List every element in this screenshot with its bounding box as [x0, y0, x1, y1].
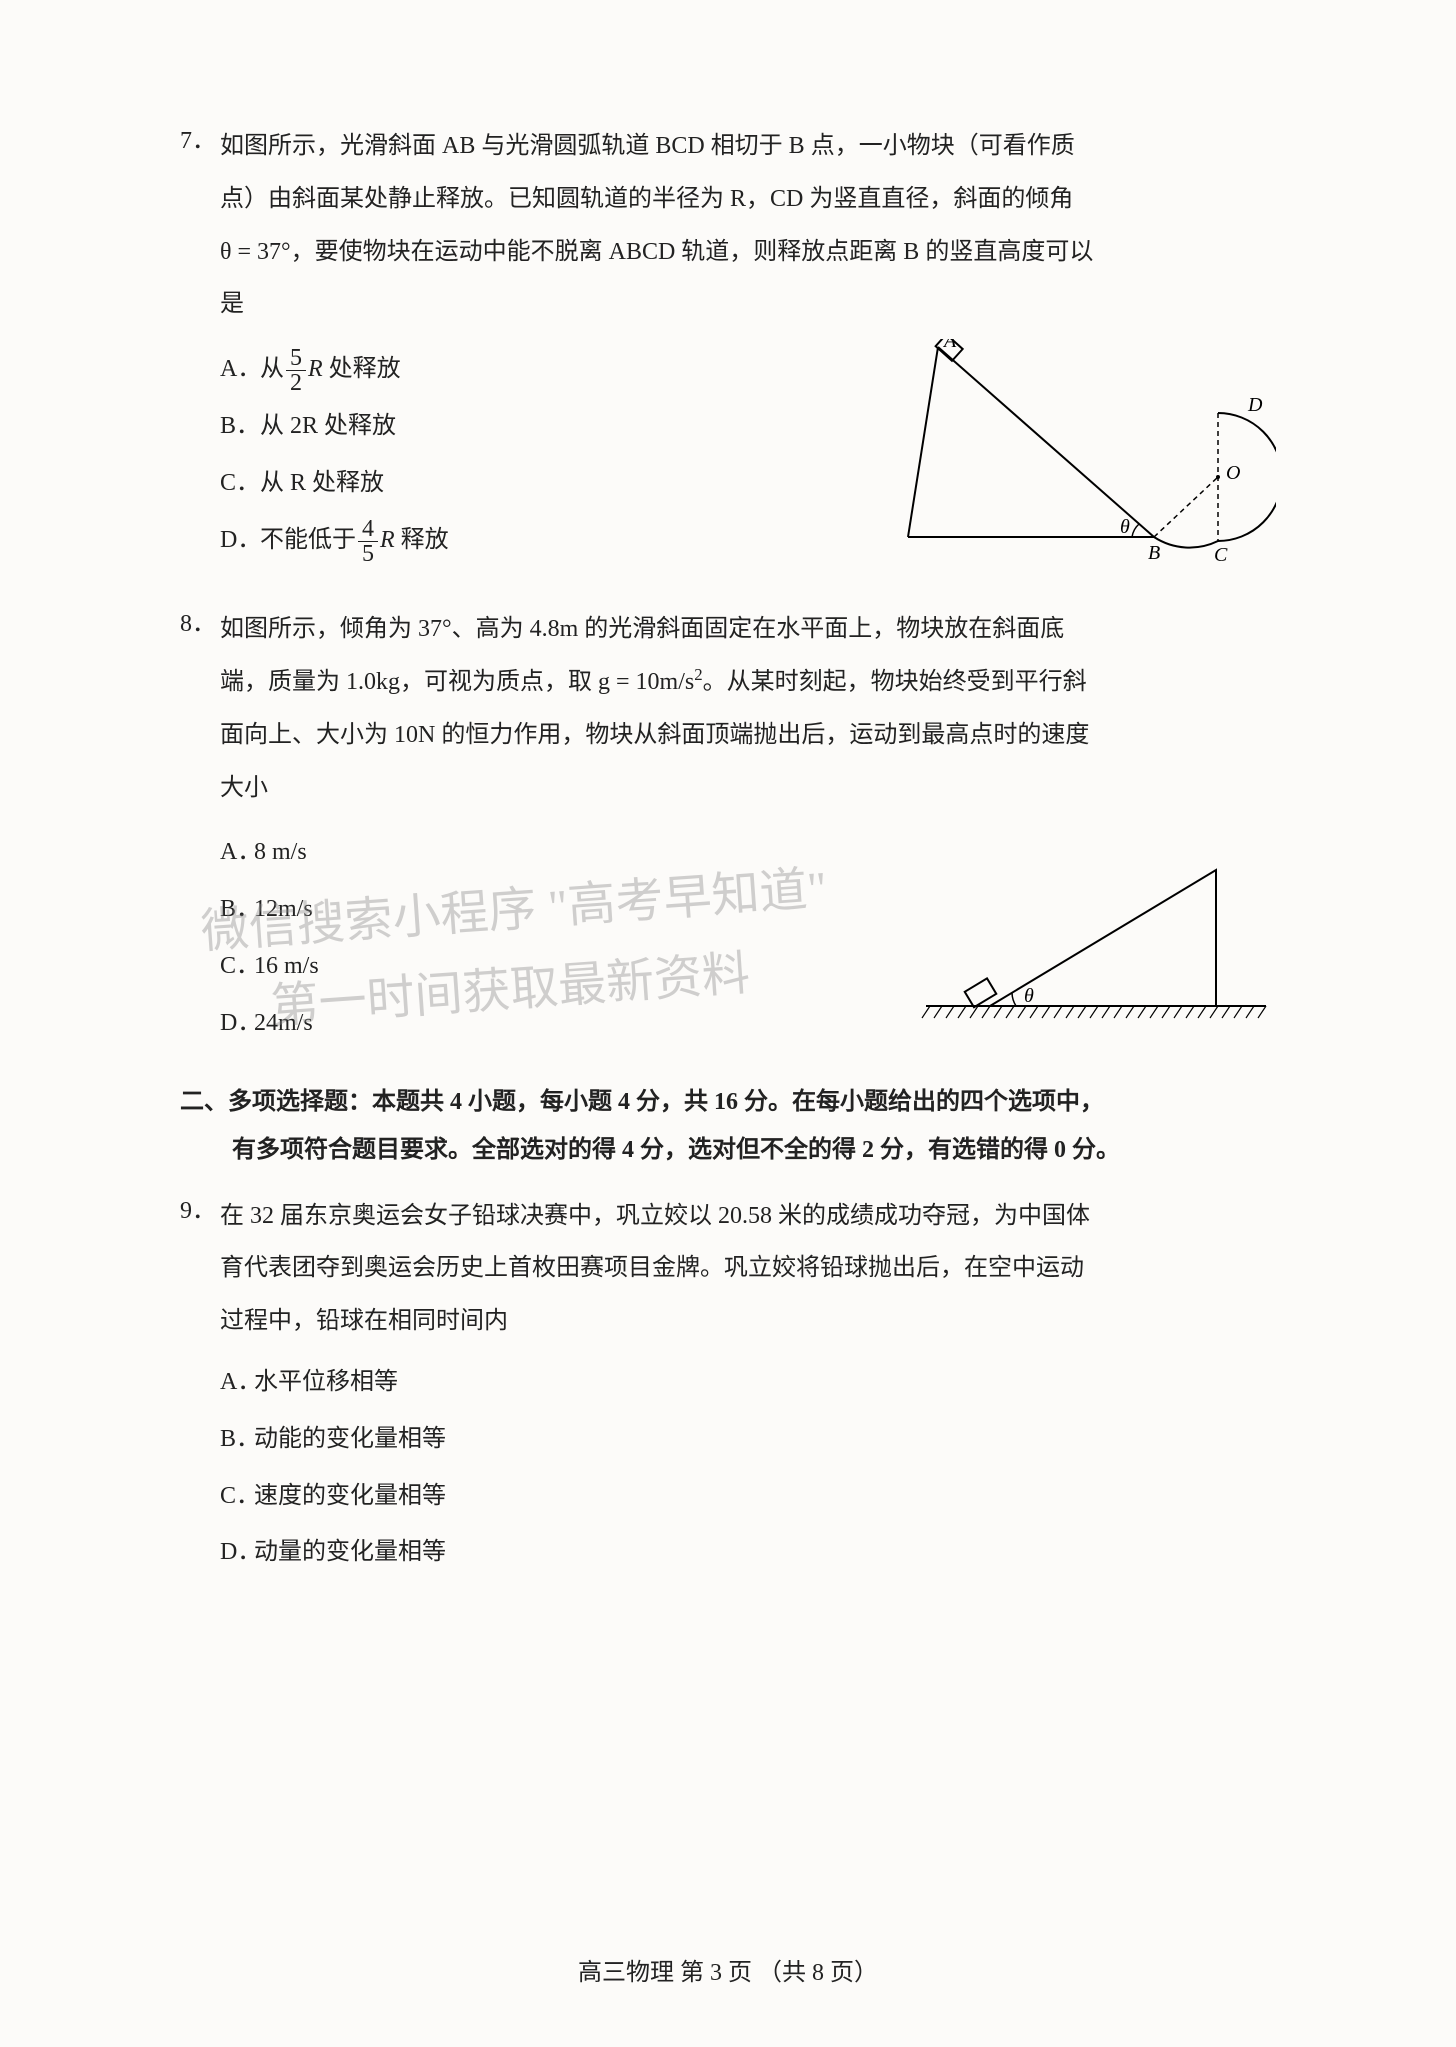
q9-option-c: C．速度的变化量相等	[220, 1470, 1276, 1523]
q8-stem-l2b: 。从某时刻起，物块始终受到平行斜	[703, 669, 1087, 695]
q7-stem-l4: 是	[220, 291, 244, 317]
q8-option-b: B．12m/s	[220, 883, 916, 936]
superscript-2: 2	[694, 665, 702, 684]
q8-b-text: 12m/s	[254, 896, 313, 922]
q8-number: 8．	[180, 603, 220, 1053]
q7-a-prefix: 从	[260, 356, 284, 382]
q8-options: A．8 m/s B．12m/s C．16 m/s D．24m/s	[220, 822, 916, 1053]
incline-circle-diagram-icon: θ A B	[896, 339, 1276, 579]
q7-body: 如图所示，光滑斜面 AB 与光滑圆弧轨道 BCD 相切于 B 点，一小物块（可看…	[220, 120, 1276, 579]
q8-stem-l3: 面向上、大小为 10N 的恒力作用，物块从斜面顶端抛出后，运动到最高点时的速度	[220, 722, 1089, 748]
svg-text:θ: θ	[1024, 985, 1034, 1007]
q7-stem-l2: 点）由斜面某处静止释放。已知圆轨道的半径为 R，CD 为竖直直径，斜面的倾角	[220, 186, 1073, 212]
svg-text:O: O	[1226, 462, 1240, 484]
option-label: C．	[220, 940, 254, 993]
frac-den: 2	[286, 371, 306, 395]
q8-option-a: A．8 m/s	[220, 826, 916, 879]
q7-option-d: D． 不能低于45R 释放	[220, 514, 896, 567]
q9-c-text: 速度的变化量相等	[254, 1483, 446, 1509]
q8-stem-l1: 如图所示，倾角为 37°、高为 4.8m 的光滑斜面固定在水平面上，物块放在斜面…	[220, 616, 1064, 642]
q9-option-a: A．水平位移相等	[220, 1356, 1276, 1409]
section2-line1: 二、多项选择题：本题共 4 小题，每小题 4 分，共 16 分。在每小题给出的四…	[180, 1089, 1104, 1115]
section-2-header: 二、多项选择题：本题共 4 小题，每小题 4 分，共 16 分。在每小题给出的四…	[180, 1078, 1276, 1174]
q8-a-text: 8 m/s	[254, 839, 307, 865]
q9-option-d: D．动量的变化量相等	[220, 1526, 1276, 1579]
question-7: 7． 如图所示，光滑斜面 AB 与光滑圆弧轨道 BCD 相切于 B 点，一小物块…	[180, 120, 1276, 579]
q9-b-text: 动能的变化量相等	[254, 1426, 446, 1452]
option-label: B．	[220, 1413, 254, 1466]
frac-den: 5	[358, 542, 378, 566]
q9-stem-l1: 在 32 届东京奥运会女子铅球决赛中，巩立姣以 20.58 米的成绩成功夺冠，为…	[220, 1203, 1090, 1229]
q9-options: A．水平位移相等 B．动能的变化量相等 C．速度的变化量相等 D．动量的变化量相…	[220, 1356, 1276, 1579]
q9-stem: 在 32 届东京奥运会女子铅球决赛中，巩立姣以 20.58 米的成绩成功夺冠，为…	[220, 1190, 1276, 1348]
option-label: B．	[220, 400, 254, 453]
option-label: C．	[220, 1470, 254, 1523]
q9-body: 在 32 届东京奥运会女子铅球决赛中，巩立姣以 20.58 米的成绩成功夺冠，为…	[220, 1190, 1276, 1584]
page-footer: 高三物理 第 3 页 （共 8 页）	[0, 1952, 1456, 1987]
option-label: D．	[220, 997, 254, 1050]
q7-stem: 如图所示，光滑斜面 AB 与光滑圆弧轨道 BCD 相切于 B 点，一小物块（可看…	[220, 120, 1276, 331]
q7-b-text: 从 2R 处释放	[260, 413, 396, 439]
q9-stem-l2: 育代表团夺到奥运会历史上首枚田赛项目金牌。巩立姣将铅球抛出后，在空中运动	[220, 1255, 1084, 1281]
option-label: D．	[220, 514, 254, 567]
option-label: B．	[220, 883, 254, 936]
question-8: 8． 如图所示，倾角为 37°、高为 4.8m 的光滑斜面固定在水平面上，物块放…	[180, 603, 1276, 1053]
q8-c-text: 16 m/s	[254, 953, 319, 979]
q7-d-suffix-tail: 释放	[401, 527, 449, 553]
q8-d-text: 24m/s	[254, 1010, 313, 1036]
q8-figure: θ	[916, 822, 1276, 1053]
svg-text:A: A	[942, 339, 957, 352]
q7-d-prefix: 不能低于	[260, 527, 356, 553]
fraction-icon: 52	[286, 346, 306, 395]
option-label: A．	[220, 1356, 254, 1409]
q9-a-text: 水平位移相等	[254, 1369, 398, 1395]
q8-option-c: C．16 m/s	[220, 940, 916, 993]
q8-opts-fig-row: A．8 m/s B．12m/s C．16 m/s D．24m/s	[220, 822, 1276, 1053]
q7-c-text: 从 R 处释放	[260, 470, 384, 496]
q7-option-a: A． 从52R 处释放	[220, 343, 896, 396]
q7-stem-l1: 如图所示，光滑斜面 AB 与光滑圆弧轨道 BCD 相切于 B 点，一小物块（可看…	[220, 133, 1075, 159]
svg-text:C: C	[1214, 544, 1228, 566]
frac-num: 5	[286, 346, 306, 371]
q7-number: 7．	[180, 120, 220, 579]
q8-body: 如图所示，倾角为 37°、高为 4.8m 的光滑斜面固定在水平面上，物块放在斜面…	[220, 603, 1276, 1053]
q9-stem-l3: 过程中，铅球在相同时间内	[220, 1308, 508, 1334]
question-9: 9． 在 32 届东京奥运会女子铅球决赛中，巩立姣以 20.58 米的成绩成功夺…	[180, 1190, 1276, 1584]
q9-number: 9．	[180, 1190, 220, 1584]
q8-stem-l2a: 端，质量为 1.0kg，可视为质点，取 g = 10m/s	[220, 669, 694, 695]
q7-figure: θ A B	[896, 339, 1276, 579]
page: 7． 如图所示，光滑斜面 AB 与光滑圆弧轨道 BCD 相切于 B 点，一小物块…	[0, 0, 1456, 2047]
option-label: A．	[220, 343, 254, 396]
svg-text:θ: θ	[1120, 516, 1130, 538]
option-label: A．	[220, 826, 254, 879]
q7-options: A． 从52R 处释放 B． 从 2R 处释放 C． 从 R 处释放 D． 不能…	[220, 339, 896, 579]
q7-opts-fig-row: A． 从52R 处释放 B． 从 2R 处释放 C． 从 R 处释放 D． 不能…	[220, 339, 1276, 579]
section2-line2: 有多项符合题目要求。全部选对的得 4 分，选对但不全的得 2 分，有选错的得 0…	[180, 1126, 1276, 1174]
q9-option-b: B．动能的变化量相等	[220, 1413, 1276, 1466]
q8-option-d: D．24m/s	[220, 997, 916, 1050]
q9-d-text: 动量的变化量相等	[254, 1539, 446, 1565]
q7-a-suffix-tail: 处释放	[329, 356, 401, 382]
svg-text:D: D	[1247, 394, 1263, 416]
q8-stem-l4: 大小	[220, 775, 268, 801]
incline-on-ground-diagram-icon: θ	[916, 848, 1276, 1028]
fraction-icon: 45	[358, 517, 378, 566]
q7-option-c: C． 从 R 处释放	[220, 457, 896, 510]
q8-stem: 如图所示，倾角为 37°、高为 4.8m 的光滑斜面固定在水平面上，物块放在斜面…	[220, 603, 1276, 814]
option-label: C．	[220, 457, 254, 510]
q7-option-b: B． 从 2R 处释放	[220, 400, 896, 453]
option-label: D．	[220, 1526, 254, 1579]
frac-num: 4	[358, 517, 378, 542]
svg-text:B: B	[1148, 542, 1160, 564]
q7-stem-l3: θ = 37°，要使物块在运动中能不脱离 ABCD 轨道，则释放点距离 B 的竖…	[220, 239, 1093, 265]
